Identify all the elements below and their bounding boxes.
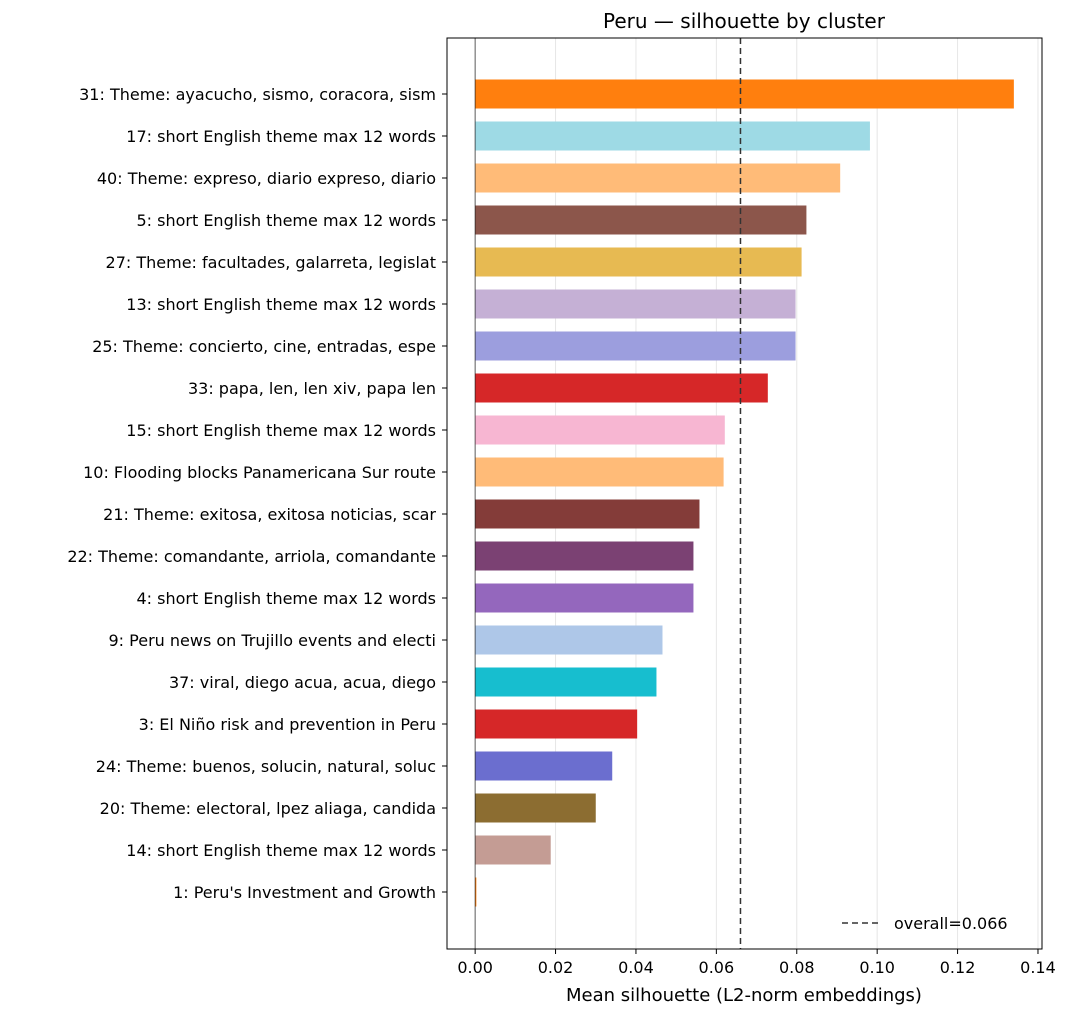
bar (475, 625, 663, 655)
legend-label: overall=0.066 (894, 914, 1008, 933)
y-tick-label: 24: Theme: buenos, solucin, natural, sol… (96, 757, 436, 776)
x-tick-label: 0.08 (779, 958, 815, 977)
x-tick-label: 0.10 (859, 958, 895, 977)
bar (475, 583, 694, 613)
bar (475, 541, 694, 571)
x-tick-label: 0.00 (457, 958, 493, 977)
y-tick-label: 13: short English theme max 12 words (126, 295, 436, 314)
y-tick-label: 22: Theme: comandante, arriola, comandan… (67, 547, 436, 566)
bar (475, 205, 807, 235)
bar (475, 457, 724, 487)
y-tick-label: 10: Flooding blocks Panamericana Sur rou… (83, 463, 436, 482)
bar (475, 331, 796, 361)
bar (475, 121, 870, 151)
y-tick-label: 40: Theme: expreso, diario expreso, diar… (97, 169, 436, 188)
y-tick-label: 1: Peru's Investment and Growth (173, 883, 436, 902)
bar (475, 289, 796, 319)
bar (475, 667, 657, 697)
legend: overall=0.066 (842, 914, 1008, 933)
x-tick-label: 0.04 (618, 958, 654, 977)
y-tick-label: 37: viral, diego acua, acua, diego (169, 673, 436, 692)
y-tick-label: 14: short English theme max 12 words (126, 841, 436, 860)
x-tick-label: 0.06 (699, 958, 735, 977)
y-tick-label: 15: short English theme max 12 words (126, 421, 436, 440)
y-tick-label: 17: short English theme max 12 words (126, 127, 436, 146)
x-tick-label: 0.12 (940, 958, 976, 977)
bar (475, 247, 802, 277)
bar (475, 499, 700, 529)
bar (475, 877, 477, 907)
bar (475, 793, 596, 823)
y-tick-label: 5: short English theme max 12 words (136, 211, 436, 230)
bar (475, 79, 1014, 109)
bar (475, 835, 551, 865)
y-tick-label: 9: Peru news on Trujillo events and elec… (108, 631, 436, 650)
y-tick-label: 3: El Niño risk and prevention in Peru (139, 715, 436, 734)
y-tick-label: 27: Theme: facultades, galarreta, legisl… (106, 253, 436, 272)
axes-frame (446, 37, 1043, 950)
y-tick-labels: 31: Theme: ayacucho, sismo, coracora, si… (67, 85, 447, 902)
y-tick-label: 33: papa, len, len xiv, papa len (188, 379, 436, 398)
chart-title: Peru — silhouette by cluster (603, 9, 886, 33)
x-tick-label: 0.02 (538, 958, 574, 977)
y-tick-label: 4: short English theme max 12 words (136, 589, 436, 608)
bar (475, 163, 841, 193)
bar (475, 415, 725, 445)
x-tick-label: 0.14 (1020, 958, 1056, 977)
bars (475, 79, 1014, 907)
y-tick-label: 20: Theme: electoral, lpez aliaga, candi… (100, 799, 436, 818)
x-ticks: 0.00 0.02 0.04 0.06 0.08 0.10 0.12 0.14 (457, 949, 1056, 977)
bar (475, 373, 768, 403)
bar (475, 709, 638, 739)
bar (475, 751, 613, 781)
y-tick-label: 31: Theme: ayacucho, sismo, coracora, si… (79, 85, 436, 104)
y-tick-label: 25: Theme: concierto, cine, entradas, es… (92, 337, 436, 356)
y-tick-label: 21: Theme: exitosa, exitosa noticias, sc… (103, 505, 436, 524)
x-axis-label: Mean silhouette (L2-norm embeddings) (566, 985, 922, 1006)
